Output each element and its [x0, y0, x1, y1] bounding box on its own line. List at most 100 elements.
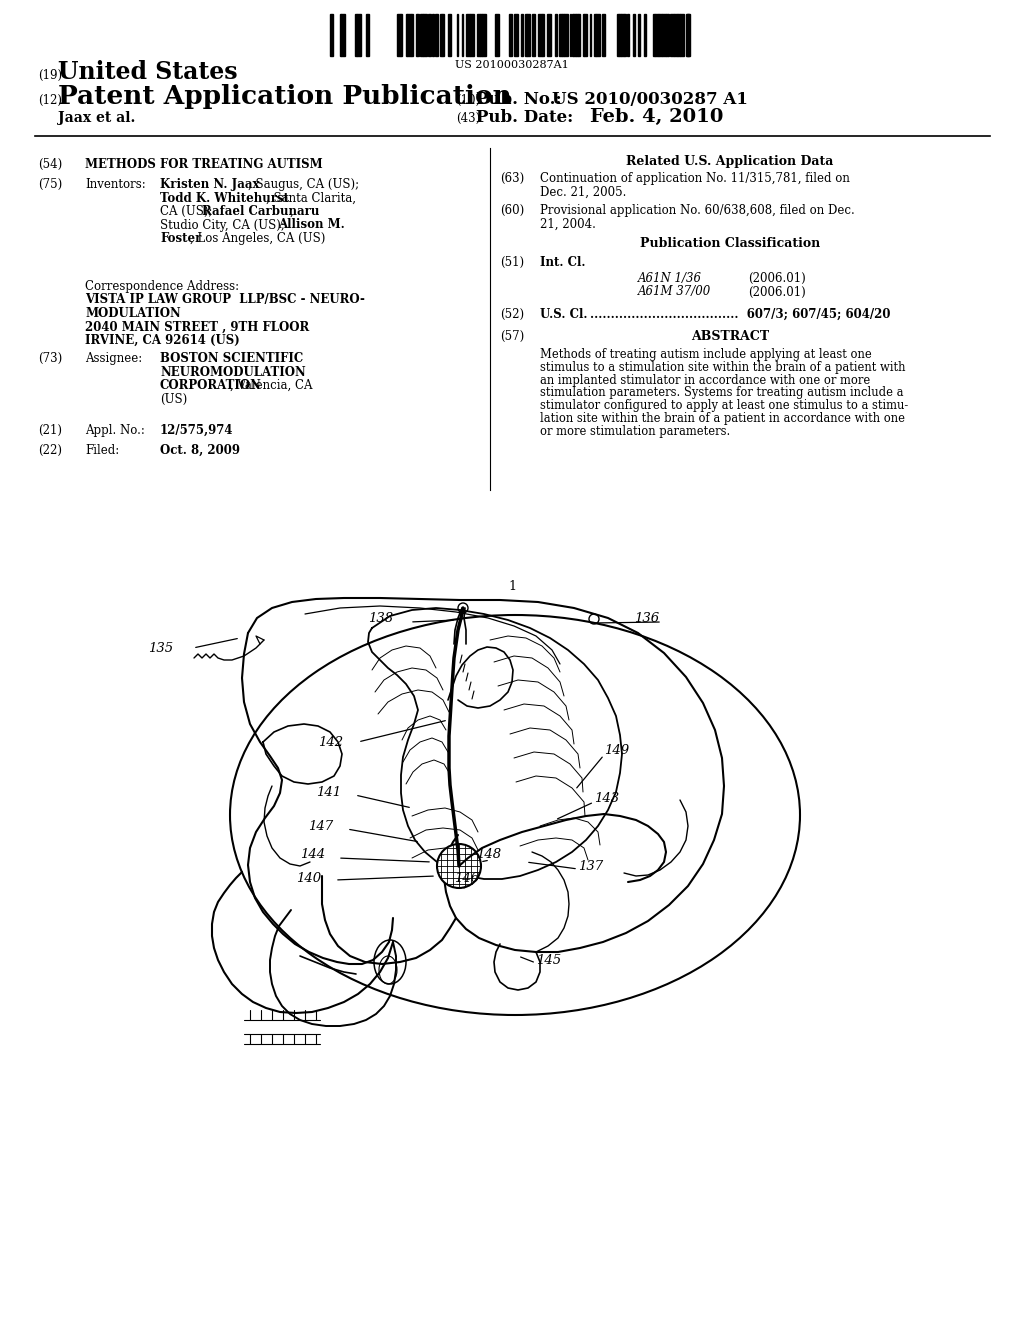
Text: stimulation parameters. Systems for treating autism include a: stimulation parameters. Systems for trea… [540, 387, 903, 400]
Text: lation site within the brain of a patient in accordance with one: lation site within the brain of a patien… [540, 412, 905, 425]
Bar [420, 15, 423, 55]
Bar [602, 15, 605, 55]
Text: (12): (12) [38, 94, 62, 107]
Text: (19): (19) [38, 69, 62, 82]
Text: Methods of treating autism include applying at least one: Methods of treating autism include apply… [540, 348, 871, 360]
Text: 140: 140 [296, 871, 322, 884]
Bar [674, 15, 677, 55]
Bar [653, 15, 655, 55]
Bar [477, 15, 480, 55]
Text: , Los Angeles, CA (US): , Los Angeles, CA (US) [190, 232, 326, 246]
Text: (21): (21) [38, 424, 62, 437]
Text: or more stimulation parameters.: or more stimulation parameters. [540, 425, 730, 438]
Text: 142: 142 [318, 735, 343, 748]
Bar [423, 15, 427, 55]
Text: Kristen N. Jaax: Kristen N. Jaax [160, 178, 259, 191]
Bar [678, 15, 680, 55]
Text: (60): (60) [500, 205, 524, 216]
Bar [547, 15, 551, 55]
Bar [435, 15, 438, 55]
Bar [397, 15, 400, 55]
Text: US 2010/0030287 A1: US 2010/0030287 A1 [552, 91, 748, 108]
Bar [670, 15, 674, 55]
Bar [355, 15, 357, 55]
Text: US 20100030287A1: US 20100030287A1 [455, 59, 569, 70]
Text: Feb. 4, 2010: Feb. 4, 2010 [590, 108, 723, 125]
Bar [432, 15, 434, 55]
Text: CORPORATION: CORPORATION [160, 379, 262, 392]
Text: ABSTRACT: ABSTRACT [691, 330, 769, 343]
Text: (51): (51) [500, 256, 524, 269]
Text: (22): (22) [38, 444, 62, 457]
Text: 144: 144 [300, 849, 326, 862]
Bar [627, 15, 629, 55]
Text: U.S. Cl.: U.S. Cl. [540, 308, 588, 321]
Text: 1: 1 [508, 579, 516, 593]
Bar [470, 15, 474, 55]
Circle shape [437, 843, 481, 888]
Bar [417, 15, 419, 55]
Text: (2006.01): (2006.01) [748, 285, 806, 298]
Bar [564, 15, 568, 55]
Text: ,: , [290, 205, 294, 218]
Text: 21, 2004.: 21, 2004. [540, 218, 596, 231]
Text: Jaax et al.: Jaax et al. [58, 111, 135, 125]
Bar [686, 15, 689, 55]
Bar [495, 15, 499, 55]
Text: Inventors:: Inventors: [85, 178, 145, 191]
Text: (52): (52) [500, 308, 524, 321]
Bar [617, 15, 618, 55]
Text: Related U.S. Application Data: Related U.S. Application Data [627, 154, 834, 168]
Text: an implanted stimulator in accordance with one or more: an implanted stimulator in accordance wi… [540, 374, 870, 387]
Bar [442, 15, 444, 55]
Text: A61N 1/36: A61N 1/36 [638, 272, 702, 285]
Bar [644, 15, 646, 55]
Bar [575, 15, 578, 55]
Bar [584, 15, 587, 55]
Text: Oct. 8, 2009: Oct. 8, 2009 [160, 444, 240, 457]
Bar [562, 15, 564, 55]
Text: , Valencia, CA: , Valencia, CA [230, 379, 312, 392]
Text: 146: 146 [454, 871, 479, 884]
Text: 149: 149 [604, 743, 629, 756]
Bar [680, 15, 684, 55]
Bar [555, 15, 557, 55]
Text: IRVINE, CA 92614 (US): IRVINE, CA 92614 (US) [85, 334, 240, 347]
Text: Patent Application Publication: Patent Application Publication [58, 84, 512, 110]
Text: stimulator configured to apply at least one stimulus to a stimu-: stimulator configured to apply at least … [540, 399, 908, 412]
Text: stimulus to a stimulation site within the brain of a patient with: stimulus to a stimulation site within th… [540, 360, 905, 374]
Text: 12/575,974: 12/575,974 [160, 424, 233, 437]
Text: Pub. Date:: Pub. Date: [476, 110, 573, 125]
Text: , Saugus, CA (US);: , Saugus, CA (US); [248, 178, 359, 191]
Text: (73): (73) [38, 352, 62, 366]
Bar [482, 15, 486, 55]
Text: 135: 135 [148, 642, 173, 655]
Text: (54): (54) [38, 158, 62, 172]
Text: Filed:: Filed: [85, 444, 119, 457]
Bar [440, 15, 442, 55]
Bar [366, 15, 369, 55]
Text: METHODS FOR TREATING AUTISM: METHODS FOR TREATING AUTISM [85, 158, 323, 172]
Bar [578, 15, 580, 55]
Text: 141: 141 [316, 785, 341, 799]
Bar [633, 15, 635, 55]
Bar [480, 15, 482, 55]
Bar [542, 15, 544, 55]
Text: (57): (57) [500, 330, 524, 343]
Text: 147: 147 [308, 820, 333, 833]
Bar [559, 15, 562, 55]
Text: (US): (US) [160, 392, 187, 405]
Text: 145: 145 [536, 953, 561, 966]
Text: , Santa Clarita,: , Santa Clarita, [266, 191, 356, 205]
Text: Int. Cl.: Int. Cl. [540, 256, 586, 269]
Bar [341, 15, 345, 55]
Bar [525, 15, 527, 55]
Text: 148: 148 [476, 849, 501, 862]
Text: (63): (63) [500, 172, 524, 185]
Bar [662, 15, 666, 55]
Bar [596, 15, 600, 55]
Text: Correspondence Address:: Correspondence Address: [85, 280, 240, 293]
Text: 143: 143 [594, 792, 620, 804]
Bar [621, 15, 624, 55]
Text: ....................................  607/3; 607/45; 604/20: .................................... 607… [590, 308, 891, 321]
